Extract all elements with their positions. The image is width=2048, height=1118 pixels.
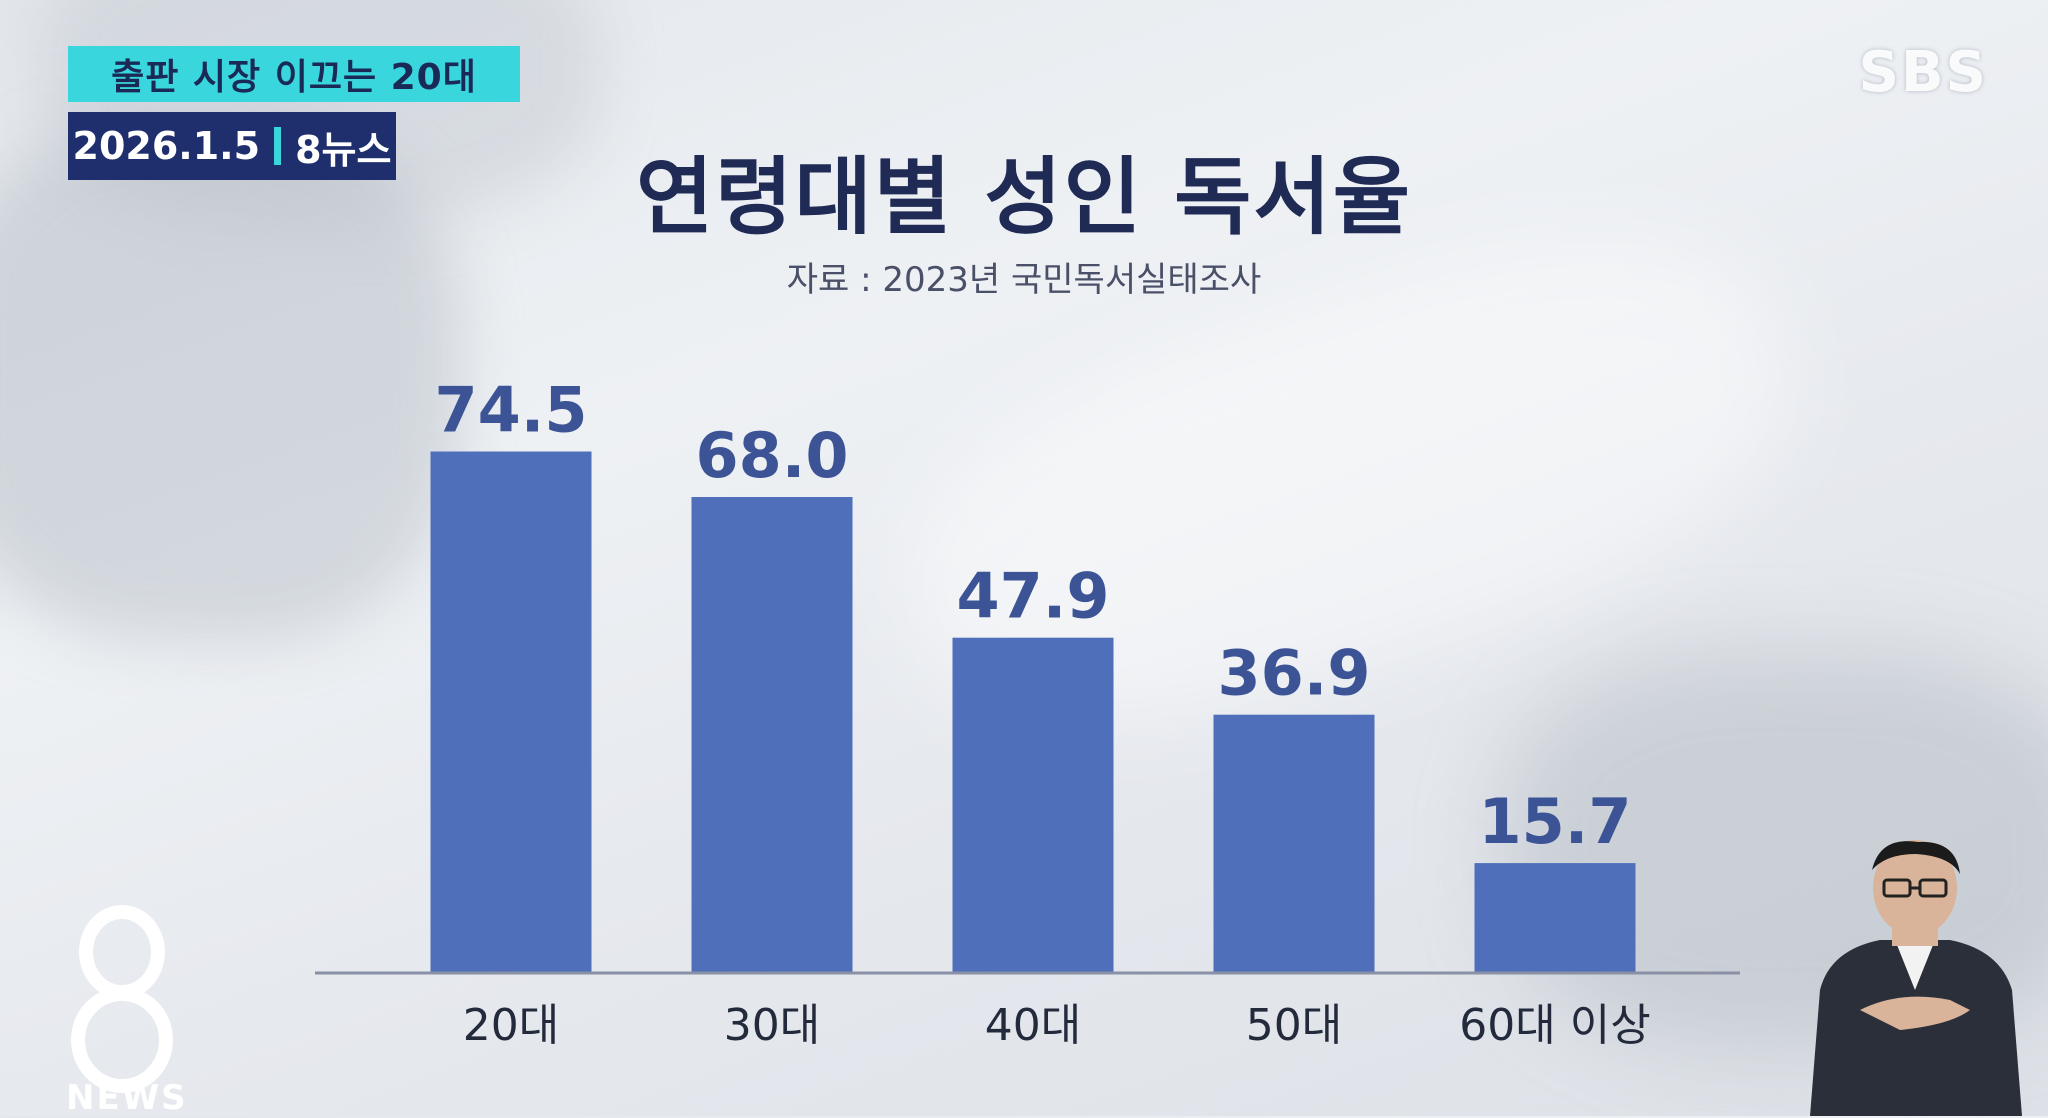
background-shape: [40, 0, 600, 220]
caption-separator: [274, 127, 282, 165]
bar-3: [952, 637, 1114, 973]
date-caption: 2026.1.5 8뉴스: [68, 112, 396, 180]
broadcast-date: 2026.1.5: [72, 124, 261, 168]
topic-caption: 출판 시장 이끄는 20대: [68, 46, 520, 102]
8-news-logo-icon: [71, 905, 173, 1093]
news-logo-text: NEWS: [66, 1078, 188, 1118]
category-label: 40대: [985, 1000, 1081, 1051]
background-shape: [0, 120, 460, 640]
category-label: 50대: [1246, 1000, 1342, 1051]
bar-5: [1474, 863, 1636, 973]
bar-value-label: 36.9: [1218, 637, 1371, 710]
bar-2: [691, 497, 853, 973]
program-name: 8뉴스: [295, 127, 392, 172]
category-label: 60대 이상: [1459, 1000, 1650, 1051]
category-label: 30대: [724, 1000, 820, 1051]
topic-caption-text: 출판 시장 이끄는 20대: [111, 57, 477, 98]
bar-value-label: 74.5: [435, 374, 588, 447]
sign-language-interpreter-figure: [1810, 840, 2022, 1116]
chart-title: 연령대별 성인 독서율: [635, 148, 1412, 246]
bar-value-label: 68.0: [696, 419, 849, 492]
category-label: 20대: [463, 1000, 559, 1051]
bar-4: [1213, 714, 1375, 973]
bar-value-label: 47.9: [957, 560, 1110, 633]
bar-1: [430, 451, 592, 973]
chart-source: 자료 : 2023년 국민독서실태조사: [786, 260, 1262, 300]
bar-value-label: 15.7: [1479, 785, 1632, 858]
sbs-logo: SBS: [1858, 40, 1988, 105]
